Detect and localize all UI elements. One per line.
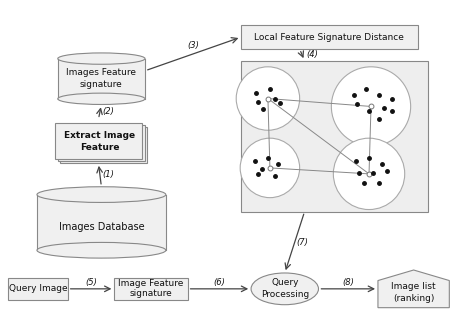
- Bar: [58, 125, 145, 161]
- Ellipse shape: [37, 187, 166, 203]
- Circle shape: [240, 138, 300, 198]
- Circle shape: [331, 67, 411, 146]
- Text: Feature: Feature: [80, 143, 119, 152]
- Text: (6): (6): [213, 278, 225, 287]
- Text: Images Database: Images Database: [59, 222, 144, 232]
- Text: Query: Query: [271, 278, 298, 287]
- Bar: [58, 58, 145, 99]
- Text: (5): (5): [85, 278, 97, 287]
- Polygon shape: [378, 270, 449, 308]
- Text: signature: signature: [130, 289, 172, 298]
- Text: (1): (1): [102, 170, 114, 179]
- Bar: [114, 278, 188, 300]
- Bar: [55, 123, 142, 159]
- Ellipse shape: [58, 93, 145, 105]
- Text: (8): (8): [342, 278, 354, 287]
- Bar: [241, 25, 418, 49]
- Bar: [241, 61, 428, 211]
- Text: (3): (3): [187, 41, 199, 51]
- Bar: [37, 195, 166, 250]
- Bar: [8, 278, 67, 300]
- Text: Query Image: Query Image: [8, 284, 67, 293]
- Text: (ranking): (ranking): [393, 294, 434, 303]
- Text: signature: signature: [80, 80, 123, 89]
- Text: Processing: Processing: [261, 290, 309, 299]
- Text: Extract Image: Extract Image: [64, 131, 135, 140]
- Circle shape: [236, 67, 300, 130]
- Ellipse shape: [251, 273, 319, 305]
- Text: Image list: Image list: [391, 283, 436, 291]
- Text: Local Feature Signature Distance: Local Feature Signature Distance: [254, 33, 405, 42]
- Text: Image Feature: Image Feature: [118, 279, 184, 289]
- Bar: [60, 127, 147, 163]
- Text: (4): (4): [306, 51, 318, 59]
- Text: (7): (7): [297, 238, 309, 247]
- Text: (2): (2): [102, 107, 114, 116]
- Ellipse shape: [58, 53, 145, 64]
- Ellipse shape: [37, 242, 166, 258]
- Text: Images Feature: Images Feature: [67, 68, 136, 77]
- Circle shape: [333, 138, 405, 210]
